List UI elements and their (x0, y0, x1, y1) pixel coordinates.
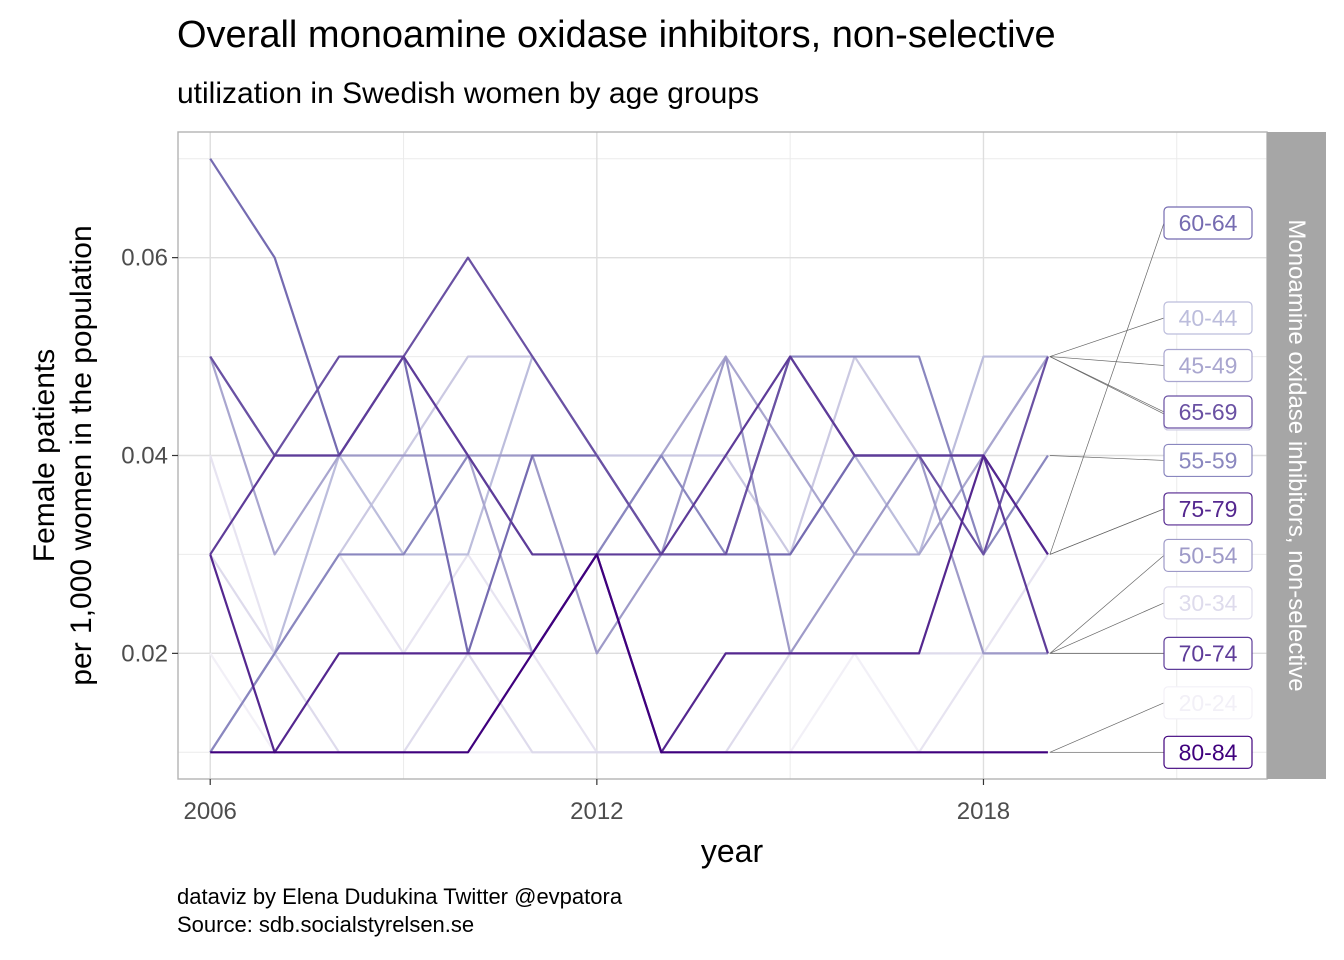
y-axis-title-line2: per 1,000 women in the population (65, 225, 98, 685)
label-leader-lines (1049, 222, 1165, 753)
end-label-75-79: 75-79 (1163, 492, 1253, 526)
end-label-65-69: 65-69 (1163, 395, 1253, 429)
end-label-80-84: 80-84 (1163, 735, 1253, 769)
leader-line-60-64 (1049, 222, 1165, 555)
end-label-60-64: 60-64 (1163, 206, 1253, 240)
end-label-text: 45-49 (1179, 352, 1238, 378)
end-label-box (1163, 301, 1253, 335)
chart-subtitle: utilization in Swedish women by age grou… (177, 77, 759, 110)
y-tick-label: 0.06 (121, 245, 168, 272)
end-label-text: 40-44 (1179, 305, 1238, 331)
leader-line-55-59 (1049, 455, 1165, 461)
end-label-box (1163, 686, 1253, 720)
end-label-text: 65-69 (1179, 399, 1238, 425)
y-tick-label: 0.04 (121, 443, 168, 470)
end-label-70-74: 70-74 (1163, 636, 1253, 670)
y-axis-title-line1: Female patients (28, 349, 61, 562)
facet-strip-background (1267, 132, 1326, 779)
end-label-40-44: 40-44 (1163, 301, 1253, 335)
end-label-box (1163, 395, 1253, 429)
x-axis-ticks: 2006 2012 2018 (184, 779, 1010, 825)
end-label-text: 30-34 (1179, 590, 1238, 616)
end-label-box (1163, 348, 1253, 383)
end-label-box (1163, 443, 1253, 478)
end-label-text: 60-64 (1179, 210, 1238, 236)
end-label-box (1163, 735, 1253, 769)
end-label-20-24: 20-24 (1163, 686, 1253, 720)
leader-line-30-34 (1049, 602, 1165, 654)
leader-line-40-44 (1049, 317, 1165, 357)
end-label-box (1163, 492, 1253, 526)
end-label-box (1163, 538, 1253, 573)
end-label-box (1163, 206, 1253, 240)
end-label-box (1163, 586, 1253, 620)
series-lines (209, 158, 1049, 754)
chart-title: Overall monoamine oxidase inhibitors, no… (177, 14, 1056, 56)
caption-credit: dataviz by Elena Dudukina Twitter @evpat… (177, 884, 623, 909)
x-tick-label: 2012 (570, 798, 623, 825)
facet-strip-label: Monoamine oxidase inhibitors, non-select… (1283, 219, 1310, 691)
x-axis-title: year (701, 833, 764, 869)
series-line-70-74 (209, 355, 1049, 654)
end-label-55-59: 55-59 (1163, 443, 1253, 478)
leader-line-50-54 (1049, 555, 1165, 654)
leader-line-45-49 (1049, 356, 1165, 366)
end-label-text: 50-54 (1179, 542, 1238, 568)
caption-source: Source: sdb.socialstyrelsen.se (177, 912, 475, 937)
series-end-labels: 20-2425-2930-3435-3940-4445-4950-5455-59… (1163, 206, 1253, 769)
end-label-45-49: 45-49 (1163, 348, 1253, 383)
series-line-80-84 (210, 553, 1048, 754)
end-label-text: 20-24 (1179, 690, 1238, 716)
series-line-35-39 (209, 355, 1049, 753)
end-label-text: 70-74 (1179, 640, 1238, 666)
leader-line-75-79 (1049, 508, 1165, 555)
leader-line-65-69 (1049, 356, 1165, 413)
x-tick-label: 2006 (184, 798, 237, 825)
end-label-text: 75-79 (1179, 496, 1238, 522)
end-label-text: 80-84 (1179, 739, 1238, 765)
series-line-50-54 (209, 355, 1048, 655)
x-tick-label: 2018 (957, 798, 1010, 825)
y-axis-ticks: 0.02 0.04 0.06 (121, 245, 178, 667)
end-label-50-54: 50-54 (1163, 538, 1253, 573)
end-label-text: 55-59 (1179, 447, 1238, 473)
y-tick-label: 0.02 (121, 640, 168, 667)
leader-line-20-24 (1049, 702, 1165, 753)
end-label-30-34: 30-34 (1163, 586, 1253, 620)
facet-strip: Monoamine oxidase inhibitors, non-select… (1267, 132, 1326, 779)
end-label-box (1163, 636, 1253, 670)
